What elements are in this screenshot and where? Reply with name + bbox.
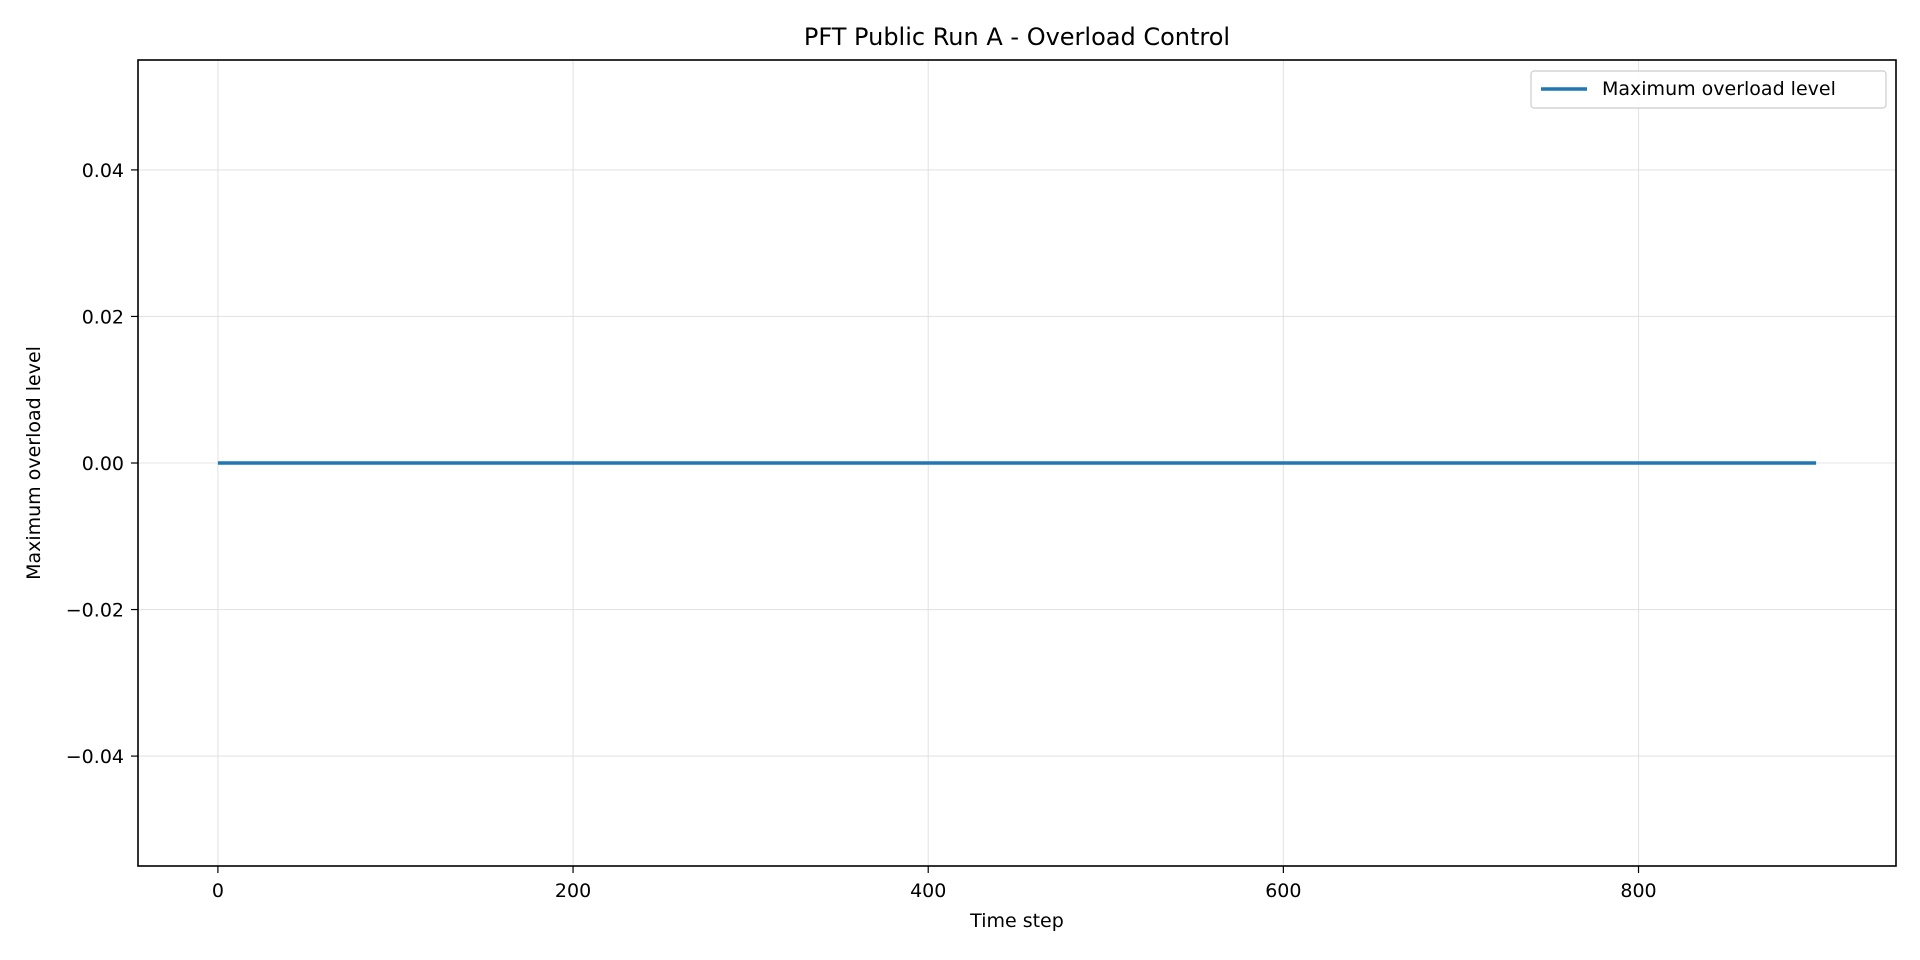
- legend: Maximum overload level: [1530, 70, 1887, 109]
- legend-box: [1530, 70, 1887, 109]
- y-tick-label: −0.04: [66, 746, 124, 768]
- chart-title: PFT Public Run A - Overload Control: [804, 23, 1230, 51]
- x-tick-label: 0: [212, 880, 224, 902]
- y-axis-label: Maximum overload level: [23, 346, 45, 580]
- x-tick-label: 800: [1620, 880, 1656, 902]
- y-tick-label: 0.04: [82, 160, 124, 182]
- y-tick-label: 0.00: [82, 453, 124, 475]
- x-tick-label: 200: [555, 880, 591, 902]
- x-tick-label: 400: [910, 880, 946, 902]
- ticks-layer: 0 200 400 600 800 −0.04 −0.02 0.00 0.02 0.04: [66, 160, 1657, 902]
- x-tick-label: 600: [1265, 880, 1301, 902]
- y-tick-label: −0.02: [66, 600, 124, 622]
- y-tick-label: 0.02: [82, 306, 124, 328]
- x-axis-label: Time step: [969, 910, 1064, 932]
- legend-label: Maximum overload level: [1602, 78, 1836, 100]
